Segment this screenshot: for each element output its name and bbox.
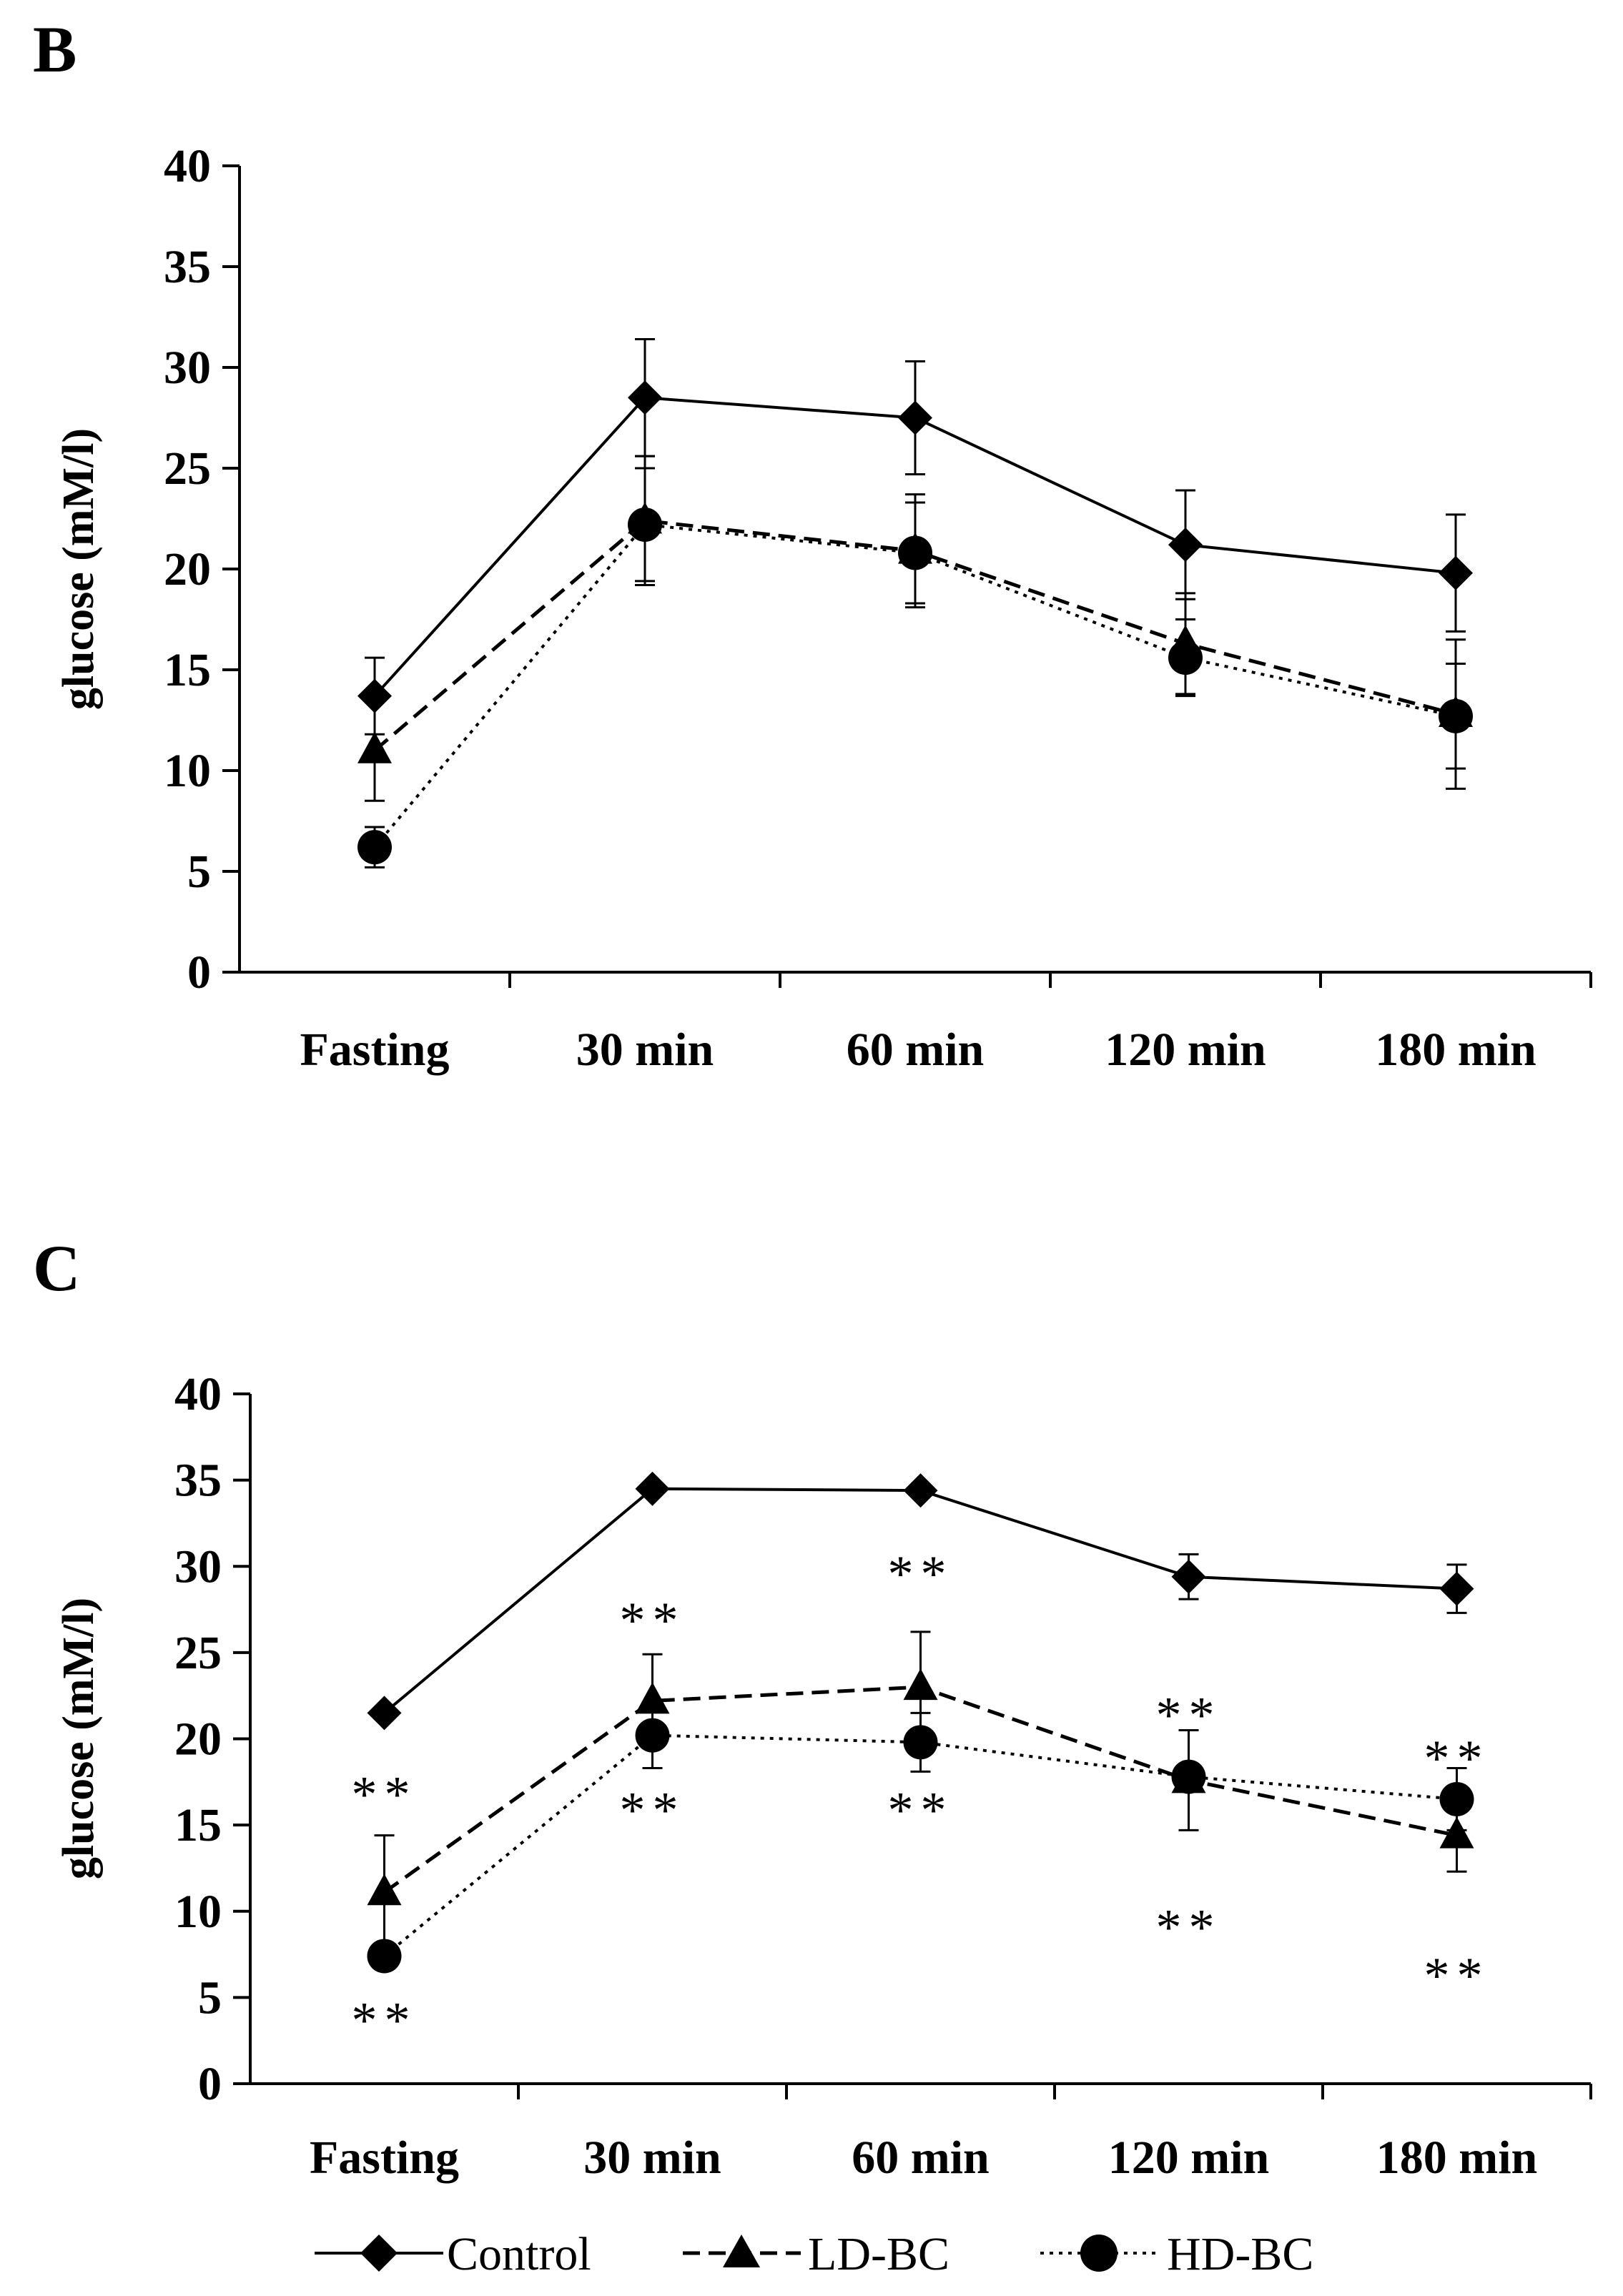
y-tick-label: 20 bbox=[164, 543, 211, 595]
y-tick-label: 25 bbox=[174, 1627, 222, 1679]
x-tick-label: 180 min bbox=[1376, 2132, 1538, 2184]
legend-label-hd-bc: HD-BC bbox=[1167, 2228, 1313, 2280]
y-tick-label: 30 bbox=[174, 1540, 222, 1593]
chart-panel-b: 0 5 10 15 20 25 30 35 40 Fasting 30 min 60 min 120 m… bbox=[54, 140, 1592, 1076]
x-tick-label: 60 min bbox=[847, 1024, 985, 1076]
x-tick-label: 60 min bbox=[852, 2132, 990, 2184]
x-tick-label: Fasting bbox=[300, 1024, 449, 1076]
series-line-hd-bc bbox=[373, 523, 1456, 848]
legend-item-ld-bc: LD-BC bbox=[683, 2228, 949, 2280]
y-axis-label: glucose (mM/l) bbox=[54, 1598, 103, 1879]
significance-marker: ** bbox=[352, 1992, 418, 2049]
data-point-ld-bc bbox=[357, 731, 392, 763]
significance-marker: ** bbox=[620, 1781, 686, 1839]
legend-item-hd-bc: HD-BC bbox=[1040, 2228, 1313, 2280]
data-point-ld-bc bbox=[1439, 1816, 1474, 1849]
data-point-hd-bc bbox=[367, 1939, 402, 1974]
x-tick-label: 120 min bbox=[1105, 1024, 1266, 1076]
data-point-control bbox=[1439, 555, 1473, 590]
data-point-hd-bc bbox=[898, 535, 932, 570]
legend-label-ld-bc: LD-BC bbox=[808, 2228, 949, 2280]
panel-letter-b: B bbox=[33, 13, 77, 86]
significance-marker: ** bbox=[1424, 1730, 1490, 1787]
y-tick-label: 10 bbox=[174, 1886, 222, 1938]
legend-marker-diamond bbox=[360, 2235, 398, 2272]
y-tick-label: 25 bbox=[164, 442, 211, 495]
y-tick-label: 0 bbox=[198, 2058, 222, 2110]
y-tick-label: 30 bbox=[164, 342, 211, 394]
data-point-hd-bc bbox=[628, 507, 662, 542]
significance-marker: ** bbox=[352, 1766, 418, 1824]
y-tick-label: 15 bbox=[164, 644, 211, 696]
data-point-hd-bc bbox=[1168, 640, 1203, 676]
significance-marker: ** bbox=[888, 1545, 954, 1603]
significance-marker: ** bbox=[888, 1781, 954, 1839]
y-tick-label: 20 bbox=[174, 1713, 222, 1766]
data-point-control bbox=[367, 1696, 402, 1731]
y-tick-label: 40 bbox=[164, 140, 211, 192]
y-axis-label: glucose (mM/l) bbox=[54, 428, 103, 710]
data-point-hd-bc bbox=[903, 1725, 938, 1760]
x-tick-label: 120 min bbox=[1108, 2132, 1270, 2184]
data-point-control bbox=[903, 1473, 938, 1508]
data-point-control bbox=[1171, 1559, 1206, 1594]
legend-marker-circle bbox=[1080, 2235, 1118, 2272]
legend-marker-triangle bbox=[723, 2235, 760, 2267]
y-tick-label: 40 bbox=[174, 1368, 222, 1420]
data-point-control bbox=[628, 380, 662, 415]
y-tick-label: 0 bbox=[187, 946, 211, 999]
data-point-ld-bc bbox=[367, 1874, 402, 1906]
x-tick-label: 180 min bbox=[1375, 1024, 1536, 1076]
y-tick-label: 15 bbox=[174, 1799, 222, 1851]
y-tick-label: 35 bbox=[164, 241, 211, 293]
data-point-control bbox=[635, 1471, 670, 1506]
data-point-control bbox=[1439, 1571, 1474, 1606]
significance-marker: ** bbox=[1156, 1687, 1222, 1744]
chart-panel-c: 0 5 10 15 20 25 30 35 40 Fasting 30 min 60 min 120 m… bbox=[54, 1368, 1592, 2184]
data-point-control bbox=[898, 400, 932, 435]
y-tick-label: 35 bbox=[174, 1455, 222, 1507]
significance-marker: ** bbox=[1424, 1947, 1490, 2004]
data-point-hd-bc bbox=[1171, 1759, 1206, 1794]
legend: Control LD-BC HD-BC bbox=[315, 2228, 1313, 2280]
legend-label-control: Control bbox=[447, 2228, 591, 2280]
y-tick-label: 5 bbox=[187, 846, 211, 898]
data-point-control bbox=[1168, 528, 1203, 563]
data-point-ld-bc bbox=[903, 1668, 938, 1701]
data-point-hd-bc bbox=[1439, 1781, 1474, 1816]
significance-marker: ** bbox=[1156, 1899, 1222, 1956]
data-point-ld-bc bbox=[635, 1682, 670, 1714]
x-tick-label: 30 min bbox=[583, 2132, 721, 2184]
x-tick-label: 30 min bbox=[576, 1024, 714, 1076]
y-tick-label: 5 bbox=[198, 1971, 222, 2024]
x-tick-label: Fasting bbox=[310, 2132, 459, 2184]
y-tick-label: 10 bbox=[164, 745, 211, 797]
panel-letter-c: C bbox=[33, 1232, 80, 1305]
data-point-hd-bc bbox=[1439, 698, 1473, 733]
significance-marker: ** bbox=[620, 1592, 686, 1649]
data-point-hd-bc bbox=[635, 1718, 670, 1753]
legend-item-control: Control bbox=[315, 2228, 591, 2280]
data-point-hd-bc bbox=[357, 830, 392, 865]
data-point-control bbox=[357, 678, 392, 713]
